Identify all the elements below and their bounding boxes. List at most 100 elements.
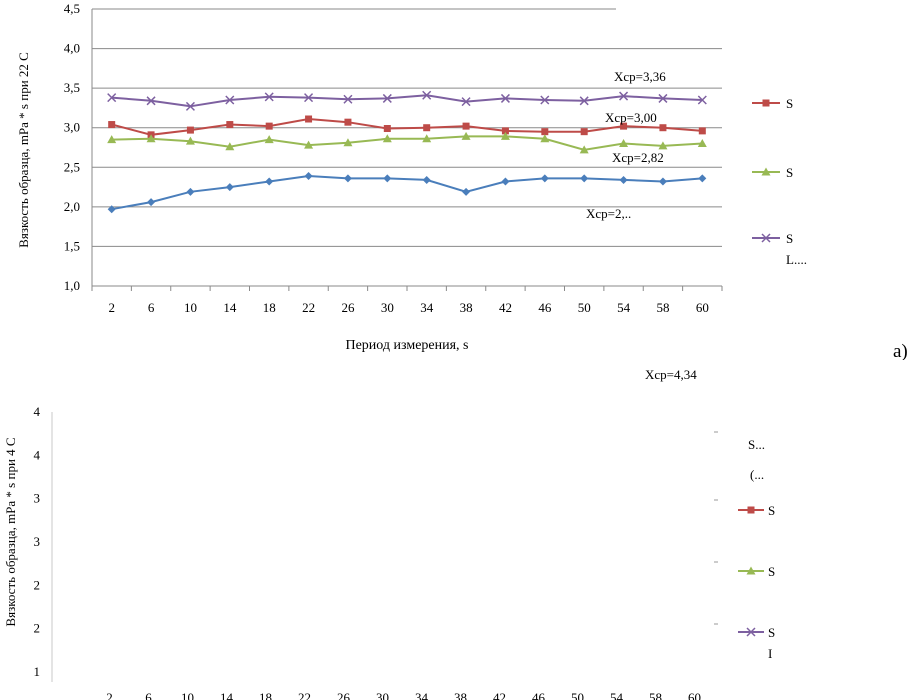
chart-b-legend: Ѕ Ѕ Ѕ — [714, 431, 775, 640]
chart-a-point-purple — [304, 93, 314, 103]
chart-a-point-green — [697, 139, 707, 148]
chart-a-y-tick: 3,5 — [64, 80, 80, 95]
chart-a-point-red — [344, 118, 352, 126]
chart-a-x-tick: 38 — [460, 300, 473, 315]
chart-a-point-blue — [658, 177, 667, 186]
chart-a-point-red — [462, 122, 470, 130]
chart-b-y-tick: 4 — [34, 404, 41, 419]
chart-a-point-purple — [540, 95, 550, 105]
chart-a-x-tick: 42 — [499, 300, 512, 315]
chart-a-point-green — [264, 135, 274, 144]
chart-a-point-green — [422, 134, 432, 143]
chart-b-x-tick: 58 — [649, 690, 662, 700]
chart-a-point-blue — [422, 175, 431, 184]
chart-a-point-purple — [697, 95, 707, 105]
chart-a-legend-marker-purple — [761, 233, 771, 243]
chart-a-point-green — [461, 131, 471, 140]
chart-a-point-green — [579, 145, 589, 154]
chart-a-point-purple — [343, 94, 353, 104]
chart-a-y-tick: 1,5 — [64, 238, 80, 253]
chart-a-x-tick: 6 — [148, 300, 155, 315]
chart-a-point-red — [265, 122, 273, 130]
chart-a-point-green — [382, 134, 392, 143]
chart-b-legend-partial-3: I — [768, 646, 772, 661]
chart-a-annotation-purple: Xcp=3,36 — [614, 69, 666, 84]
chart-a-point-purple — [619, 91, 629, 101]
chart-b-x-tick: 22 — [298, 690, 311, 700]
chart-a-point-blue — [462, 187, 471, 196]
chart-b-x-tick: 18 — [259, 690, 272, 700]
chart-a-y-tick: 2,5 — [64, 159, 80, 174]
chart-a-x-tick: 60 — [696, 300, 709, 315]
chart-b-x-tick: 42 — [493, 690, 506, 700]
chart-a-point-blue — [501, 177, 510, 186]
chart-a-point-green — [185, 136, 195, 145]
chart-a-point-red — [698, 127, 706, 135]
chart-a-point-blue — [147, 198, 156, 207]
chart-b-x-tick: 26 — [337, 690, 351, 700]
chart-a-y-tick: 4,5 — [64, 1, 80, 16]
chart-a-point-red — [620, 122, 628, 130]
chart-a-legend-marker-green — [761, 167, 771, 176]
chart-a-series-line-green — [111, 135, 703, 151]
chart-a-point-blue — [698, 174, 707, 183]
chart-a-point-green — [343, 138, 353, 147]
chart-a-point-red — [108, 121, 116, 129]
chart-b-y-tick: 1 — [34, 664, 41, 679]
chart-a-annotation-green: Xcp=2,82 — [612, 150, 664, 165]
chart-b-legend-partial-1: Ѕ... — [748, 437, 765, 452]
chart-a-point-blue — [383, 174, 392, 183]
chart-a-point-blue — [304, 171, 313, 180]
chart-a-point-purple — [461, 97, 471, 107]
chart-a-point-red — [226, 121, 234, 129]
chart-a-series-line-purple — [111, 94, 703, 108]
chart-a-x-tick: 10 — [184, 300, 197, 315]
chart-b-legend-label-green: Ѕ — [768, 564, 775, 579]
chart-b-x-tick: 2 — [106, 690, 113, 700]
chart-a-y-tick: 1,0 — [64, 278, 80, 293]
chart-a-x-tick: 18 — [263, 300, 276, 315]
chart-a-point-blue — [186, 187, 195, 196]
chart-b-x-tick: 54 — [610, 690, 624, 700]
chart-a-point-blue — [225, 183, 234, 192]
chart-a-point-red — [580, 128, 588, 136]
chart-a-point-green — [619, 139, 629, 148]
chart-b-x-tick: 60 — [688, 690, 701, 700]
chart-a-y-tick: 4,0 — [64, 41, 80, 56]
chart-a-point-purple — [658, 93, 668, 103]
chart-a-x-tick: 2 — [108, 300, 115, 315]
chart-b-legend-label-red: Ѕ — [768, 503, 775, 518]
chart-a-point-blue — [540, 174, 549, 183]
chart-a-legend: Ѕ Ѕ Ѕ — [752, 96, 793, 246]
chart-b-legend-partial-2: (... — [750, 467, 764, 482]
chart-b-x-tick: 14 — [220, 690, 234, 700]
chart-a-point-blue — [107, 205, 116, 214]
chart-b-annotation-top: Xcp=4,34 — [645, 367, 697, 382]
chart-a-viscosity-22c: 1,01,52,02,53,03,54,04,5 2 6 10 14 18 22 26 30 3… — [16, 1, 908, 360]
chart-a-point-red — [423, 124, 431, 132]
chart-a-point-green — [500, 131, 510, 140]
chart-a-x-tick: 22 — [302, 300, 315, 315]
chart-b-y-tick: 4 — [34, 447, 41, 462]
chart-a-y-axis-label: Вязкость образца, mPa * s при 22 С — [16, 52, 31, 248]
chart-a-point-green — [146, 134, 156, 143]
chart-a-annotation-blue: Xcp=2,.. — [586, 206, 631, 221]
chart-b-x-tick: 6 — [145, 690, 152, 700]
chart-b-y-tick-labels: 1 2 2 3 3 4 4 — [34, 404, 41, 679]
chart-a-point-red — [383, 125, 391, 133]
chart-b-y-tick: 2 — [34, 577, 41, 592]
chart-a-point-purple — [500, 93, 510, 103]
chart-b-x-tick: 50 — [571, 690, 584, 700]
chart-a-x-tick: 26 — [341, 300, 355, 315]
chart-b-y-tick: 3 — [34, 491, 41, 506]
chart-b-y-tick: 2 — [34, 621, 41, 636]
chart-b-x-tick: 10 — [181, 690, 194, 700]
chart-a-series-line-red — [111, 117, 703, 136]
chart-a-x-tick: 46 — [538, 300, 552, 315]
chart-a-point-purple — [579, 96, 589, 106]
chart-a-legend-marker-red — [762, 99, 770, 107]
chart-a-legend-label-green: Ѕ — [786, 165, 793, 180]
chart-b-legend-label-purple: Ѕ — [768, 625, 775, 640]
chart-a-legend-label-purple: Ѕ — [786, 231, 793, 246]
